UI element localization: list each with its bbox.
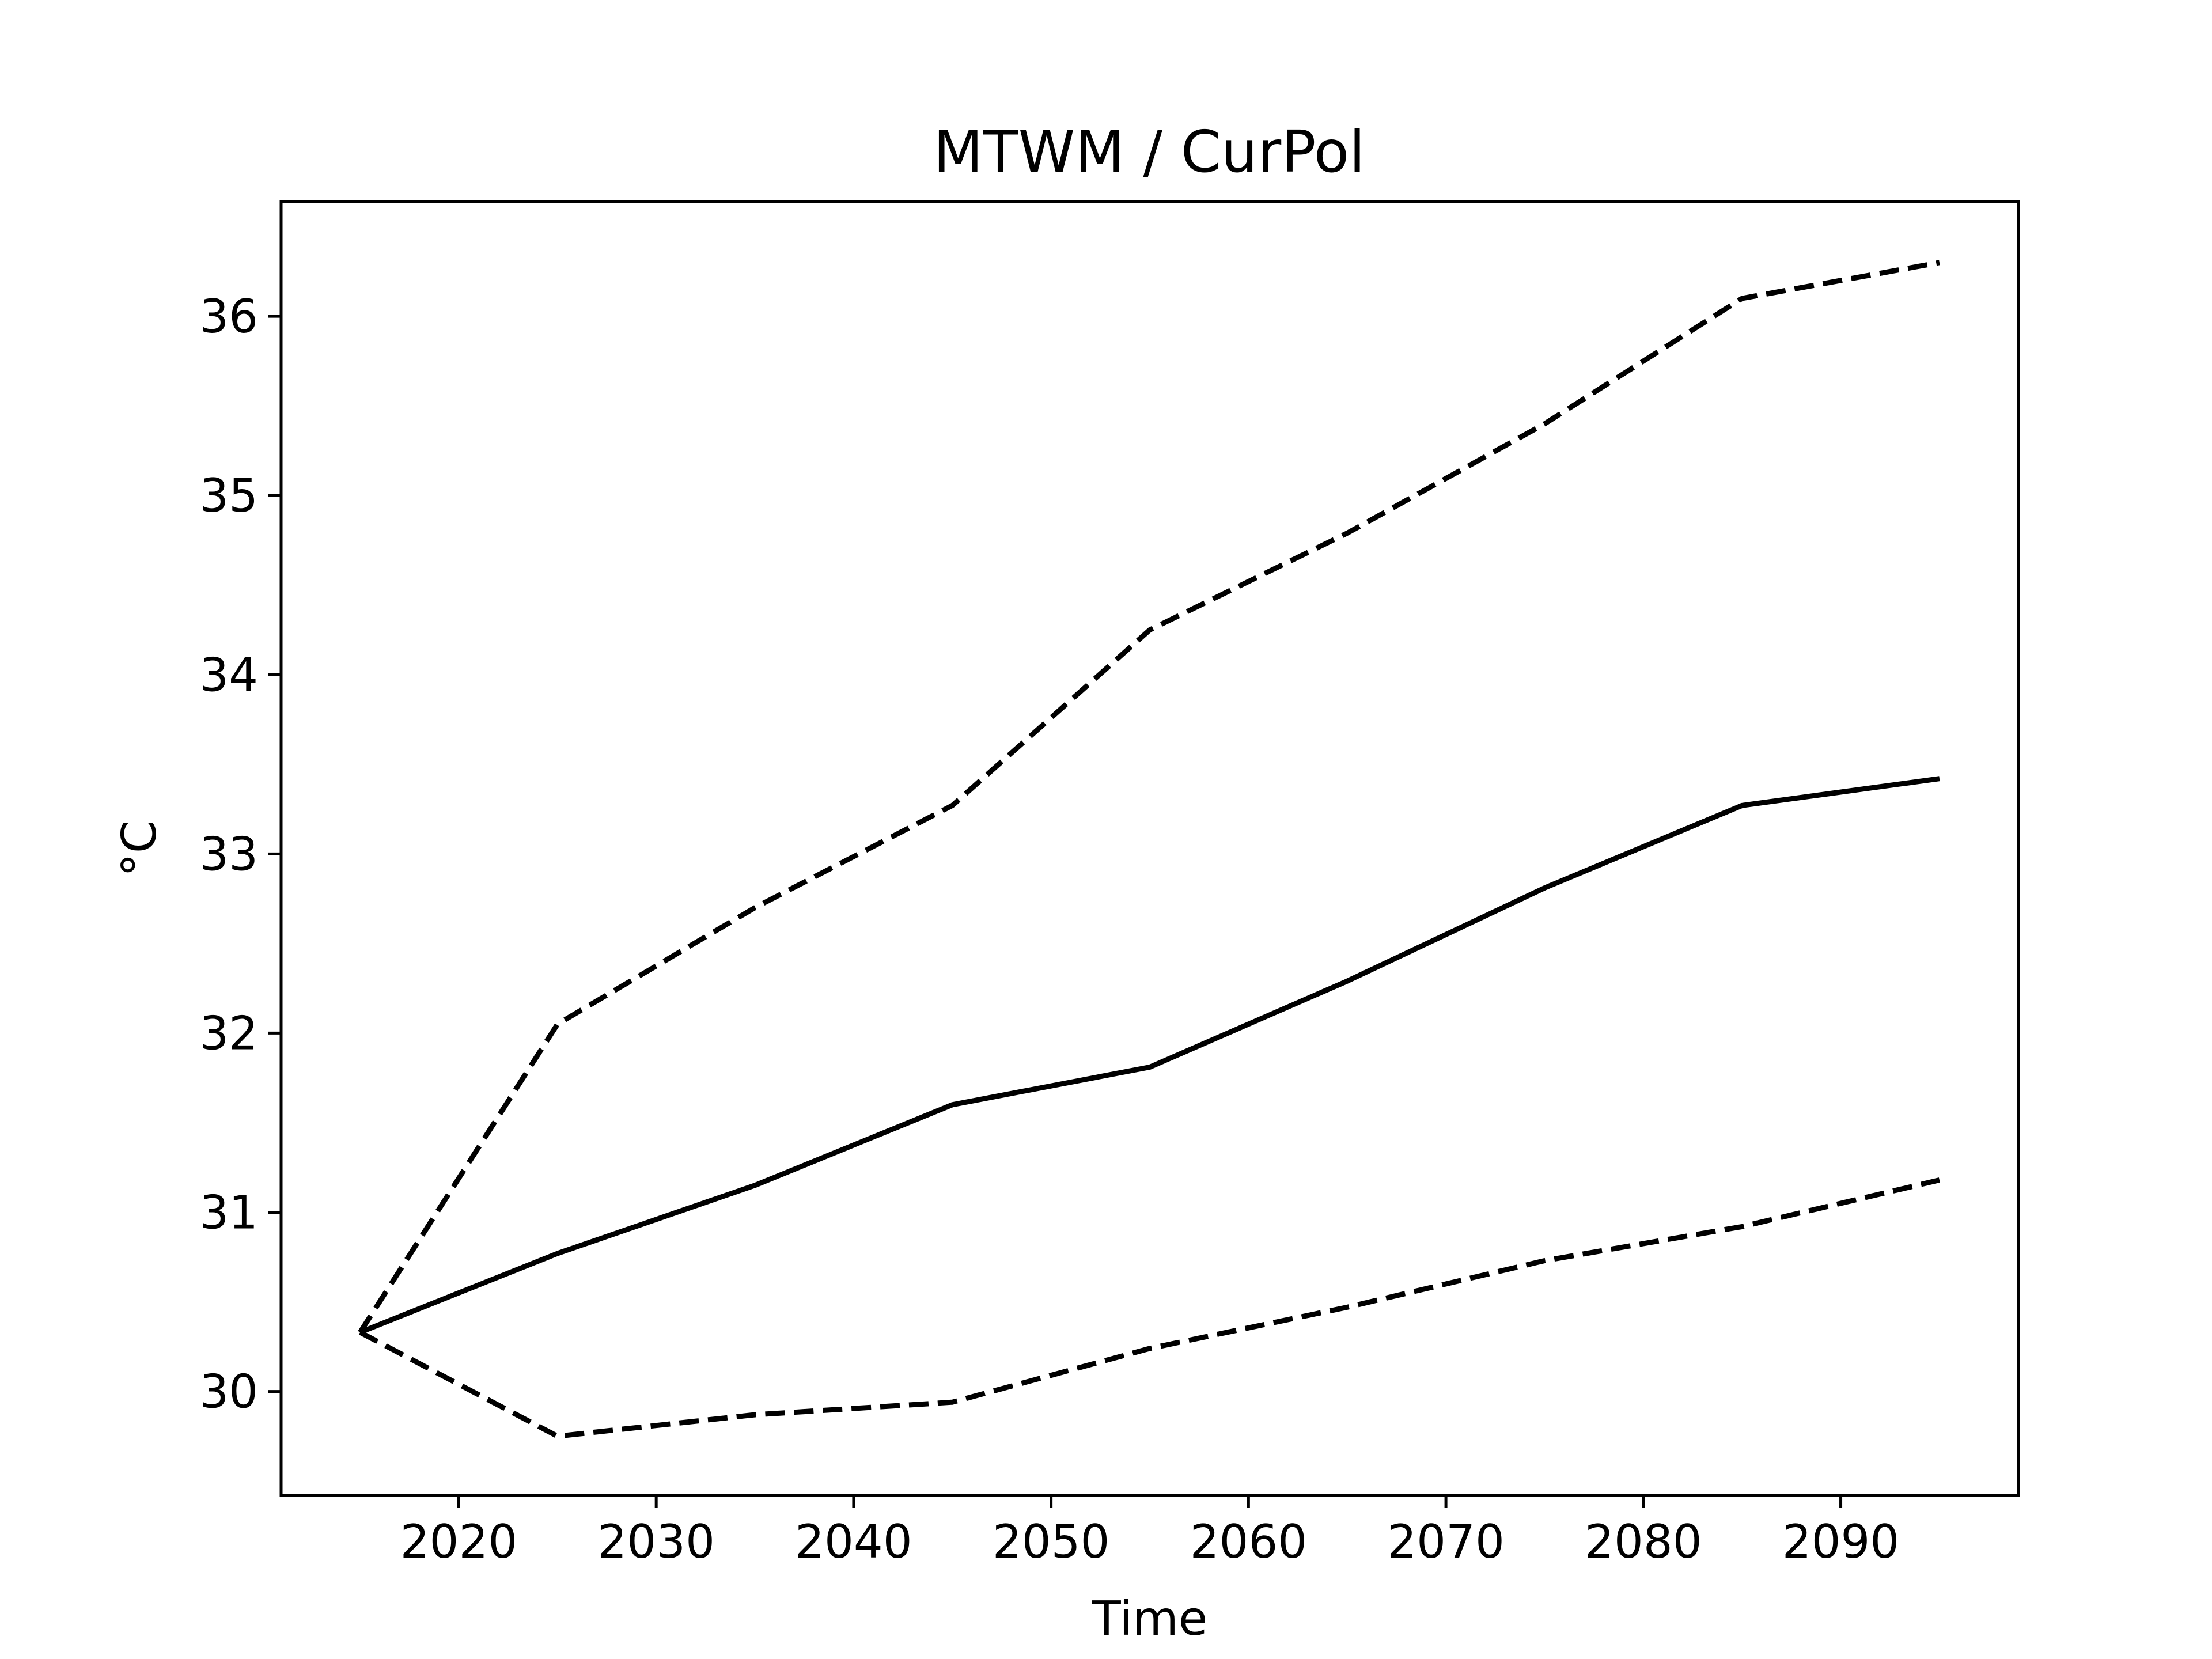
x-axis-label: Time: [1092, 1592, 1208, 1646]
x-tick-label-2050: 2050: [993, 1515, 1110, 1569]
x-tick-label-2030: 2030: [597, 1515, 715, 1569]
x-tick-label-2040: 2040: [795, 1515, 912, 1569]
y-tick-label-31: 31: [199, 1185, 258, 1239]
series-line-3-dashed: [359, 1177, 1940, 1439]
series-group: [358, 260, 1940, 1439]
y-tick-label-32: 32: [199, 1006, 258, 1060]
y-axis: 30 31 32 33 34 35 36: [199, 290, 281, 1419]
x-tick-label-2090: 2090: [1782, 1515, 1900, 1569]
series-line-2-solid: [359, 776, 1940, 1335]
x-axis: 2020 2030 2040 2050 2060 2070 2080 2090: [400, 1495, 1900, 1569]
x-tick-label-2070: 2070: [1387, 1515, 1505, 1569]
plot-area: [279, 200, 2020, 1497]
series-line-1-dashed: [358, 260, 1940, 1334]
y-tick-label-34: 34: [199, 648, 258, 702]
y-tick-label-35: 35: [199, 469, 258, 522]
chart-title: MTWM / CurPol: [933, 118, 1365, 185]
y-tick-label-30: 30: [199, 1365, 258, 1419]
x-tick-label-2080: 2080: [1585, 1515, 1702, 1569]
y-tick-label-36: 36: [199, 290, 258, 343]
x-tick-label-2020: 2020: [400, 1515, 518, 1569]
plot-frame: [279, 200, 2020, 1497]
y-tick-label-33: 33: [199, 827, 258, 881]
x-tick-label-2060: 2060: [1190, 1515, 1308, 1569]
y-axis-label: °C: [112, 820, 167, 877]
